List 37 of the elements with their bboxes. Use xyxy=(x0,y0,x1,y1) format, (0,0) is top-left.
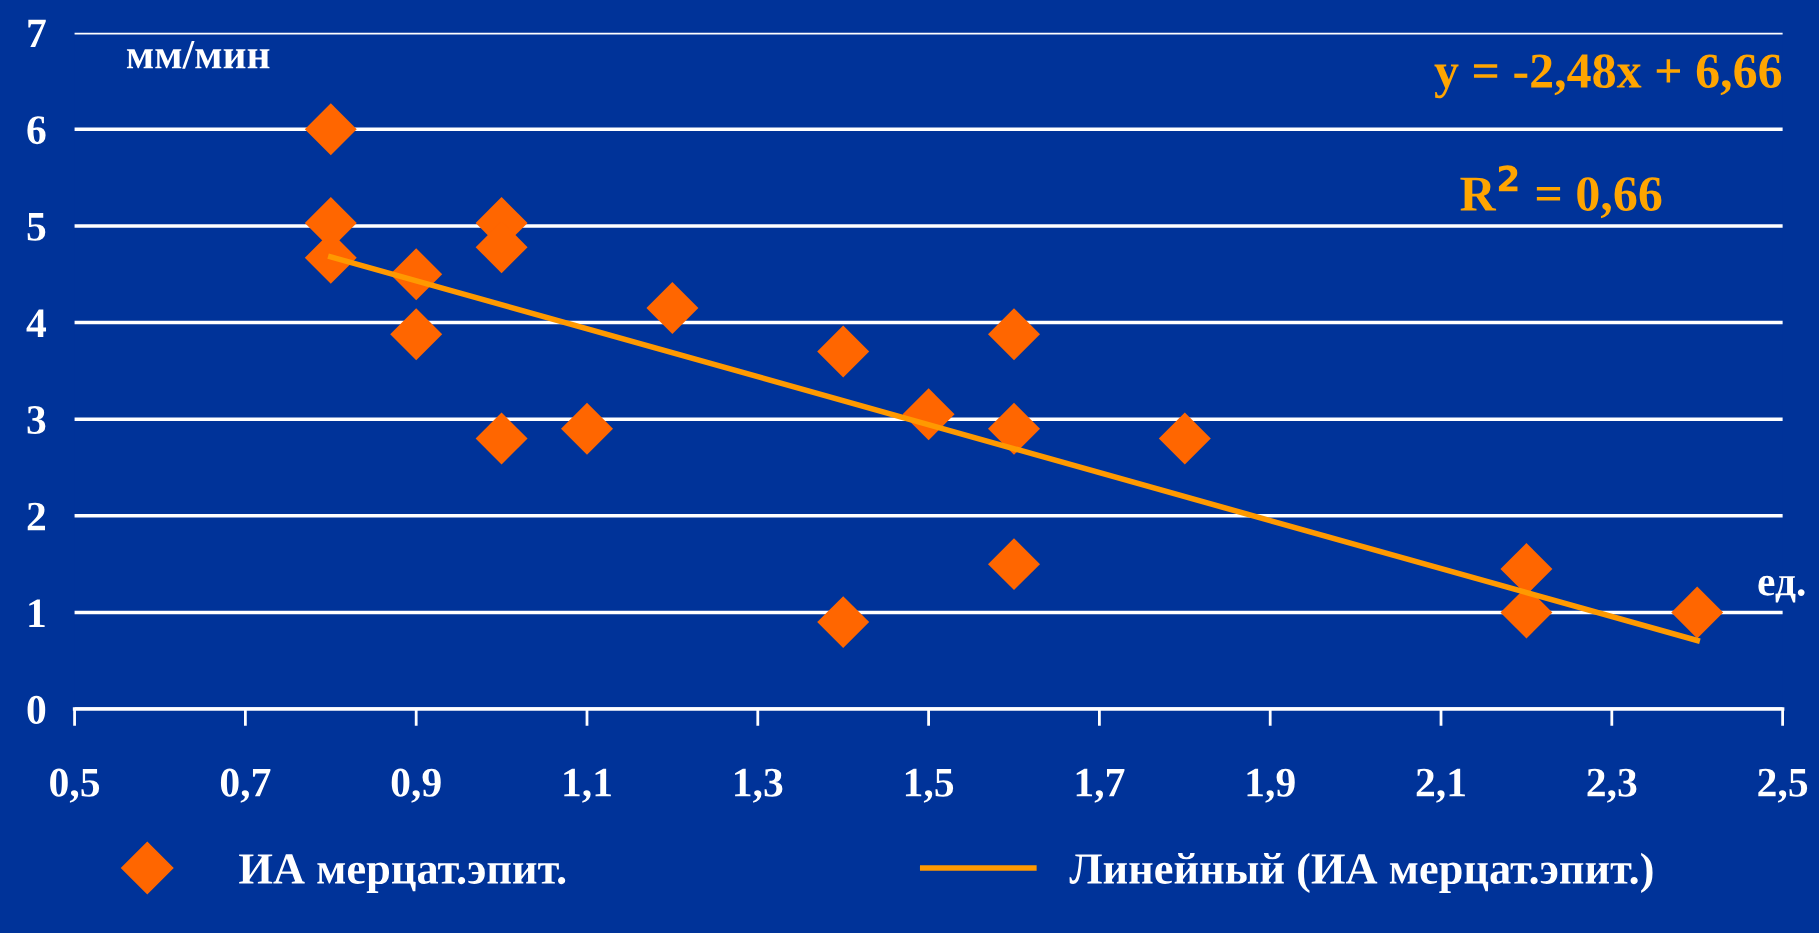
point xyxy=(988,402,1040,455)
legend-label: ИА мерцат.эпит. xyxy=(239,854,566,893)
x-tick-label: 2,5 xyxy=(1758,768,1808,803)
x-tick-label: 0,7 xyxy=(220,768,271,803)
y-tick-label: 7 xyxy=(28,19,46,48)
y-tick-label: 5 xyxy=(27,213,46,241)
y-tick-label: 6 xyxy=(27,116,46,145)
point xyxy=(1671,586,1724,639)
point xyxy=(817,596,870,649)
point xyxy=(817,325,870,378)
x-tick-label: 1,7 xyxy=(1076,768,1125,803)
y-tick-label: 1 xyxy=(29,599,45,627)
x-tick-label: 1,5 xyxy=(905,768,954,803)
point xyxy=(646,282,699,335)
point xyxy=(988,538,1040,591)
point xyxy=(390,308,443,361)
y-axis-title: мм/мин xyxy=(126,40,270,69)
x-tick-label: 1,3 xyxy=(735,768,783,803)
x-tick-label: 1,9 xyxy=(1247,768,1295,803)
point xyxy=(304,103,357,156)
x-tick-label: 2,3 xyxy=(1587,768,1637,803)
x-tick-label: 0,9 xyxy=(391,768,441,803)
y-tick-label: 2 xyxy=(27,502,46,531)
x-tick-label: 0,5 xyxy=(50,768,100,803)
point xyxy=(475,412,528,465)
x-axis-title: ед. xyxy=(1758,575,1805,603)
y-tick-label: 4 xyxy=(26,309,47,338)
annotation: R$^{2}$ = 0,66 xyxy=(1460,165,1662,219)
x-tick-label: 1,1 xyxy=(564,768,611,803)
y-tick-label: 3 xyxy=(27,406,46,435)
annotation: y = -2,48x + 6,66 xyxy=(1434,54,1782,99)
point xyxy=(988,308,1040,361)
point xyxy=(1158,412,1211,465)
legend-label: Линейный (ИА мерцат.эпит.) xyxy=(1069,852,1653,893)
y-tick-label: 0 xyxy=(27,695,46,724)
x-tick-label: 2,1 xyxy=(1416,768,1465,803)
point xyxy=(561,402,613,455)
